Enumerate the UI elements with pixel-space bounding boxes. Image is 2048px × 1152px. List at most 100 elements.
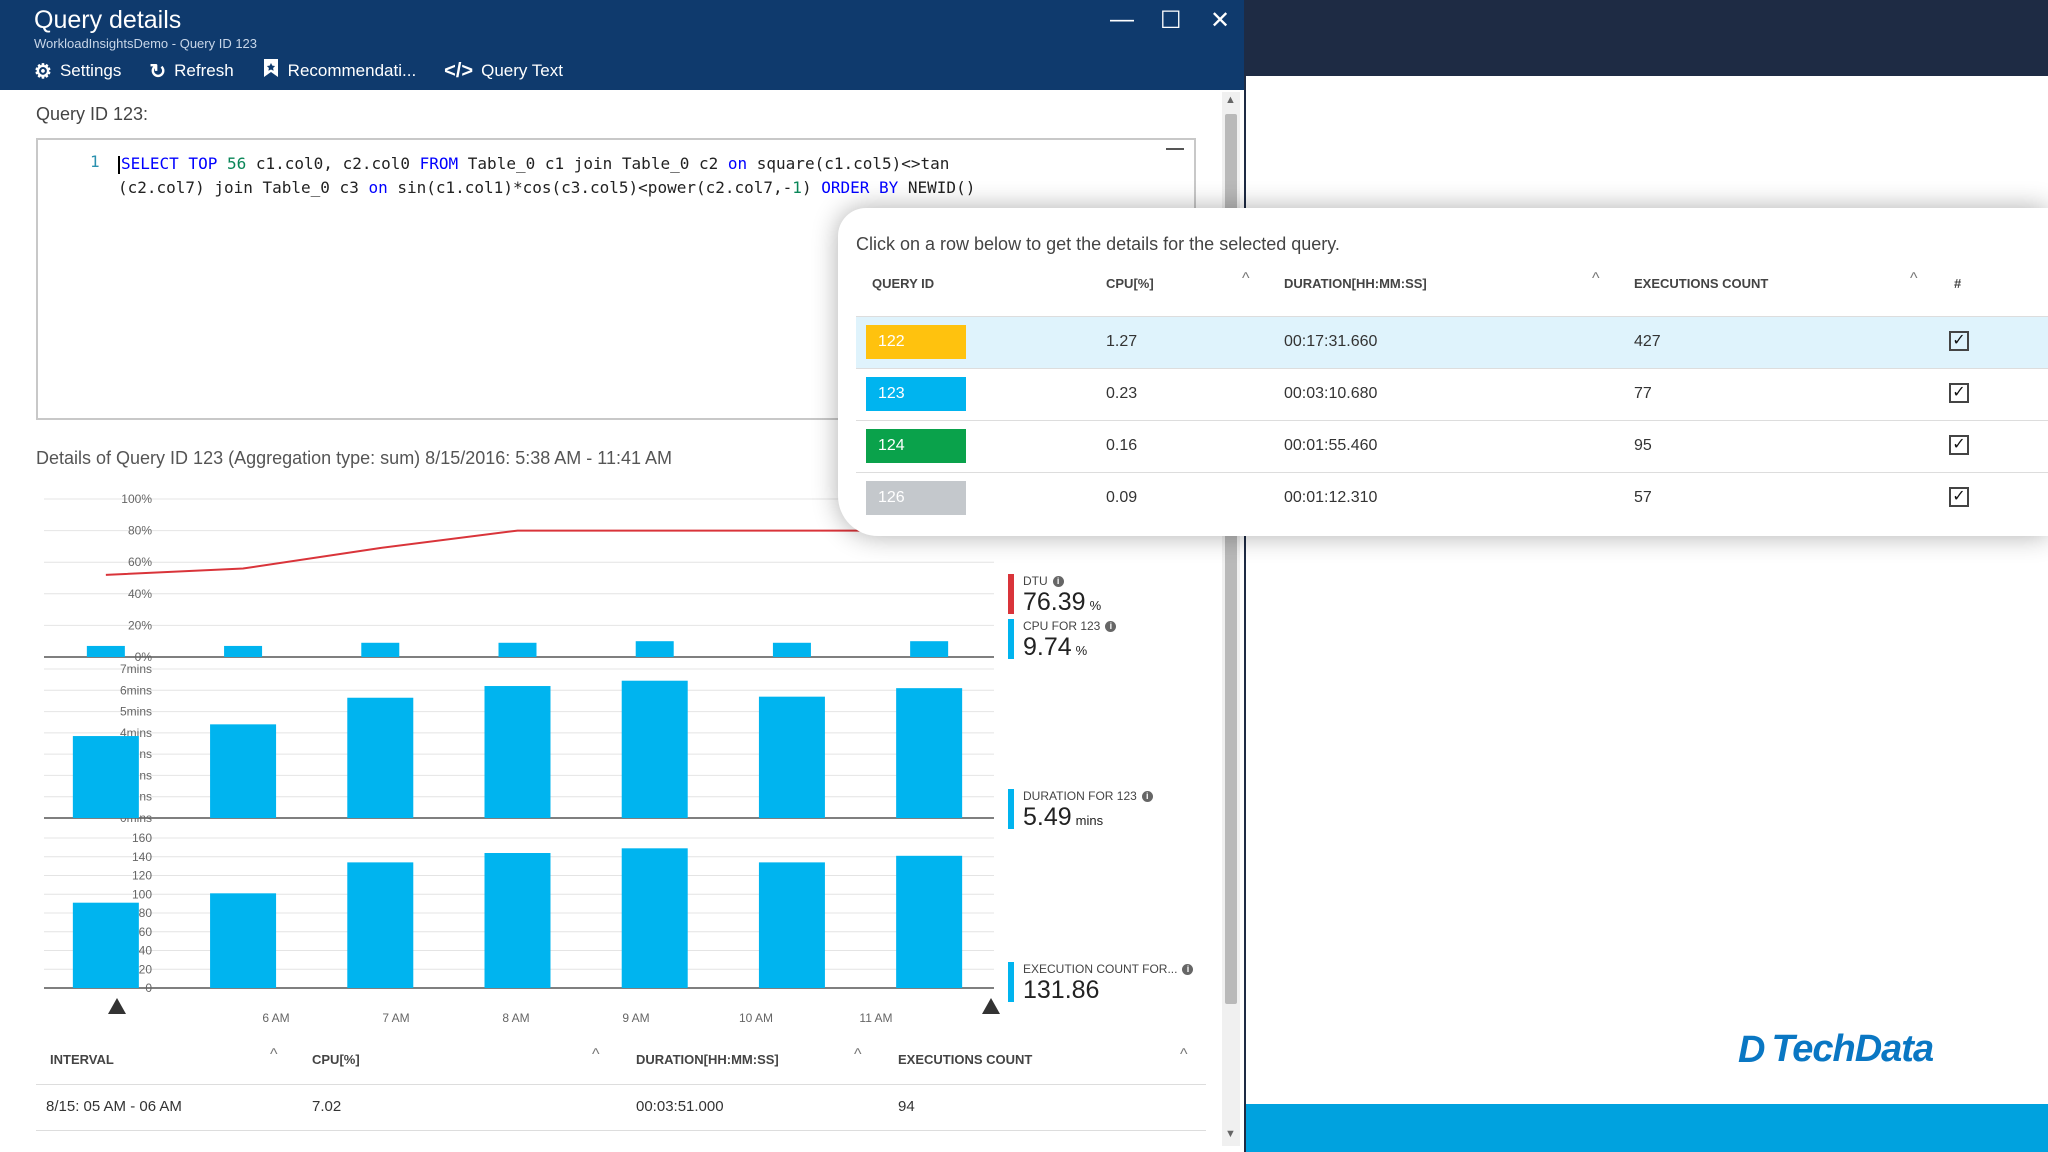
y-tick-label: 120 bbox=[132, 869, 152, 883]
popup-header-duration[interactable]: DURATION[HH:MM:SS] bbox=[1284, 276, 1427, 291]
row-checkbox[interactable]: ✓ bbox=[1949, 331, 1969, 351]
code-token: c1.col0, c2.col0 bbox=[246, 154, 420, 173]
legend-dtu-label-wrap: DTU i bbox=[1023, 574, 1064, 588]
settings-label: Settings bbox=[59, 61, 122, 80]
blade-header: Query details WorkloadInsightsDemo - Que… bbox=[0, 0, 1244, 90]
duration-bar bbox=[896, 688, 963, 818]
query-row-124[interactable]: 124 0.16 00:01:55.460 95 ✓ bbox=[856, 420, 2048, 472]
cell-cpu: 7.02 bbox=[312, 1098, 342, 1115]
row-checkbox[interactable]: ✓ bbox=[1949, 435, 1969, 455]
code-token: (c2.col7) join Table_0 c3 bbox=[118, 178, 369, 197]
query-row-122[interactable]: 122 1.27 00:17:31.660 427 ✓ bbox=[856, 316, 2048, 368]
x-tick-label: 6 AM bbox=[262, 1011, 289, 1025]
code-token: SELECT TOP bbox=[121, 154, 227, 173]
cell-executions: 94 bbox=[898, 1098, 915, 1115]
column-header-interval[interactable]: INTERVAL bbox=[50, 1052, 114, 1067]
range-handle-right-icon[interactable] bbox=[982, 998, 1000, 1014]
info-icon[interactable]: i bbox=[1182, 964, 1194, 976]
legend-exec-swatch bbox=[1008, 962, 1014, 1002]
settings-button[interactable]: ⚙ Settings bbox=[34, 58, 121, 84]
column-header-executions[interactable]: EXECUTIONS COUNT bbox=[898, 1052, 1033, 1067]
cpu-bar bbox=[224, 645, 263, 657]
sort-caret-icon[interactable]: ^ bbox=[1910, 270, 1918, 287]
query-id-chip: 126 bbox=[866, 481, 966, 515]
sort-caret-icon[interactable]: ^ bbox=[270, 1046, 278, 1063]
column-header-cpu[interactable]: CPU[%] bbox=[312, 1052, 360, 1067]
legend-duration-unit: mins bbox=[1075, 813, 1104, 828]
maximize-button[interactable]: ☐ bbox=[1160, 7, 1182, 34]
legend-exec-label: EXECUTION COUNT FOR... bbox=[1023, 962, 1178, 976]
code-token: on bbox=[368, 178, 388, 197]
popup-header-hash: # bbox=[1954, 276, 1962, 291]
cell-duration: 00:03:10.680 bbox=[1284, 385, 1378, 402]
legend-exec-value: 131.86 bbox=[1023, 976, 1100, 1004]
column-header-duration[interactable]: DURATION[HH:MM:SS] bbox=[636, 1052, 779, 1067]
x-tick-label: 11 AM bbox=[859, 1011, 892, 1025]
dtu-line bbox=[105, 529, 930, 576]
code-token: sin(c1.col1)*cos(c3.col5)<power(c2.col7,… bbox=[387, 178, 793, 197]
table-divider bbox=[36, 1084, 1206, 1085]
minimize-button[interactable]: — bbox=[1110, 6, 1134, 33]
cell-duration: 00:17:31.660 bbox=[1284, 333, 1378, 350]
duration-bar bbox=[347, 697, 414, 818]
cell-executions: 427 bbox=[1634, 333, 1661, 350]
cell-executions: 57 bbox=[1634, 489, 1652, 506]
background-band-bottom bbox=[1246, 1104, 2048, 1152]
query-text-button[interactable]: </> Query Text bbox=[444, 58, 563, 84]
popup-header-query-id[interactable]: QUERY ID bbox=[872, 276, 935, 291]
duration-bar bbox=[621, 680, 688, 818]
recommendations-button[interactable]: Recommendati... bbox=[262, 58, 416, 84]
cell-executions: 77 bbox=[1634, 385, 1652, 402]
row-checkbox[interactable]: ✓ bbox=[1949, 487, 1969, 507]
legend-cpu-unit: % bbox=[1075, 643, 1088, 658]
cpu-bar bbox=[86, 645, 125, 657]
code-token: FROM bbox=[419, 154, 459, 173]
sort-caret-icon[interactable]: ^ bbox=[1242, 270, 1250, 287]
sort-caret-icon[interactable]: ^ bbox=[854, 1046, 862, 1063]
scroll-down-arrow-icon[interactable]: ▼ bbox=[1225, 1128, 1236, 1140]
info-icon[interactable]: i bbox=[1105, 621, 1117, 633]
sort-caret-icon[interactable]: ^ bbox=[592, 1046, 600, 1063]
gear-icon: ⚙ bbox=[34, 60, 52, 83]
duration-bar bbox=[72, 736, 139, 818]
query-code[interactable]: SELECT TOP 56 c1.col0, c2.col0 FROM Tabl… bbox=[118, 152, 975, 200]
details-caption: Details of Query ID 123 (Aggregation typ… bbox=[36, 448, 673, 468]
close-button[interactable]: ✕ bbox=[1210, 7, 1231, 34]
sort-caret-icon[interactable]: ^ bbox=[1180, 1046, 1188, 1063]
sort-caret-icon[interactable]: ^ bbox=[1592, 270, 1600, 287]
y-tick-label: 40% bbox=[128, 587, 152, 601]
row-checkbox[interactable]: ✓ bbox=[1949, 383, 1969, 403]
y-tick-label: 60% bbox=[128, 555, 152, 569]
query-id-chip: 124 bbox=[866, 429, 966, 463]
code-token: 56 bbox=[226, 154, 247, 173]
charts-area[interactable]: 100%80%60%40%20%0%7mins6mins5mins4mins3m… bbox=[0, 480, 1010, 1040]
range-handle-left-icon[interactable] bbox=[108, 998, 126, 1014]
code-token: ORDER BY bbox=[821, 178, 899, 197]
cell-cpu: 0.16 bbox=[1106, 437, 1138, 454]
scroll-up-arrow-icon[interactable]: ▲ bbox=[1225, 94, 1236, 106]
query-row-123[interactable]: 123 0.23 00:03:10.680 77 ✓ bbox=[856, 368, 2048, 420]
legend-exec-label-wrap: EXECUTION COUNT FOR... i bbox=[1023, 962, 1194, 976]
code-icon: </> bbox=[444, 59, 474, 82]
popup-header-executions[interactable]: EXECUTIONS COUNT bbox=[1634, 276, 1769, 291]
y-tick-label: 20% bbox=[128, 618, 152, 632]
info-icon[interactable]: i bbox=[1052, 576, 1064, 588]
y-tick-label: 7mins bbox=[120, 662, 152, 676]
blade-subtitle: WorkloadInsightsDemo - Query ID 123 bbox=[34, 36, 258, 51]
duration-bar bbox=[484, 686, 551, 818]
y-tick-label: 80% bbox=[128, 524, 152, 538]
popup-header-cpu[interactable]: CPU[%] bbox=[1106, 276, 1154, 291]
x-tick-label: 7 AM bbox=[382, 1011, 409, 1025]
query-row-126[interactable]: 126 0.09 00:01:12.310 57 ✓ bbox=[856, 472, 2048, 524]
refresh-label: Refresh bbox=[174, 61, 234, 80]
query-details-blade: Query details WorkloadInsightsDemo - Que… bbox=[0, 0, 1246, 1152]
legend-cpu-label: CPU FOR 123 bbox=[1023, 619, 1101, 633]
cell-cpu: 1.27 bbox=[1106, 333, 1138, 350]
legend-duration-value: 5.49 bbox=[1023, 803, 1072, 831]
bookmark-icon bbox=[262, 58, 280, 84]
refresh-button[interactable]: ↻ Refresh bbox=[149, 58, 233, 84]
legend-dtu-swatch bbox=[1008, 574, 1014, 614]
legend-duration-label: DURATION FOR 123 bbox=[1023, 789, 1137, 803]
info-icon[interactable]: i bbox=[1141, 791, 1153, 803]
cpu-bar bbox=[772, 642, 811, 657]
